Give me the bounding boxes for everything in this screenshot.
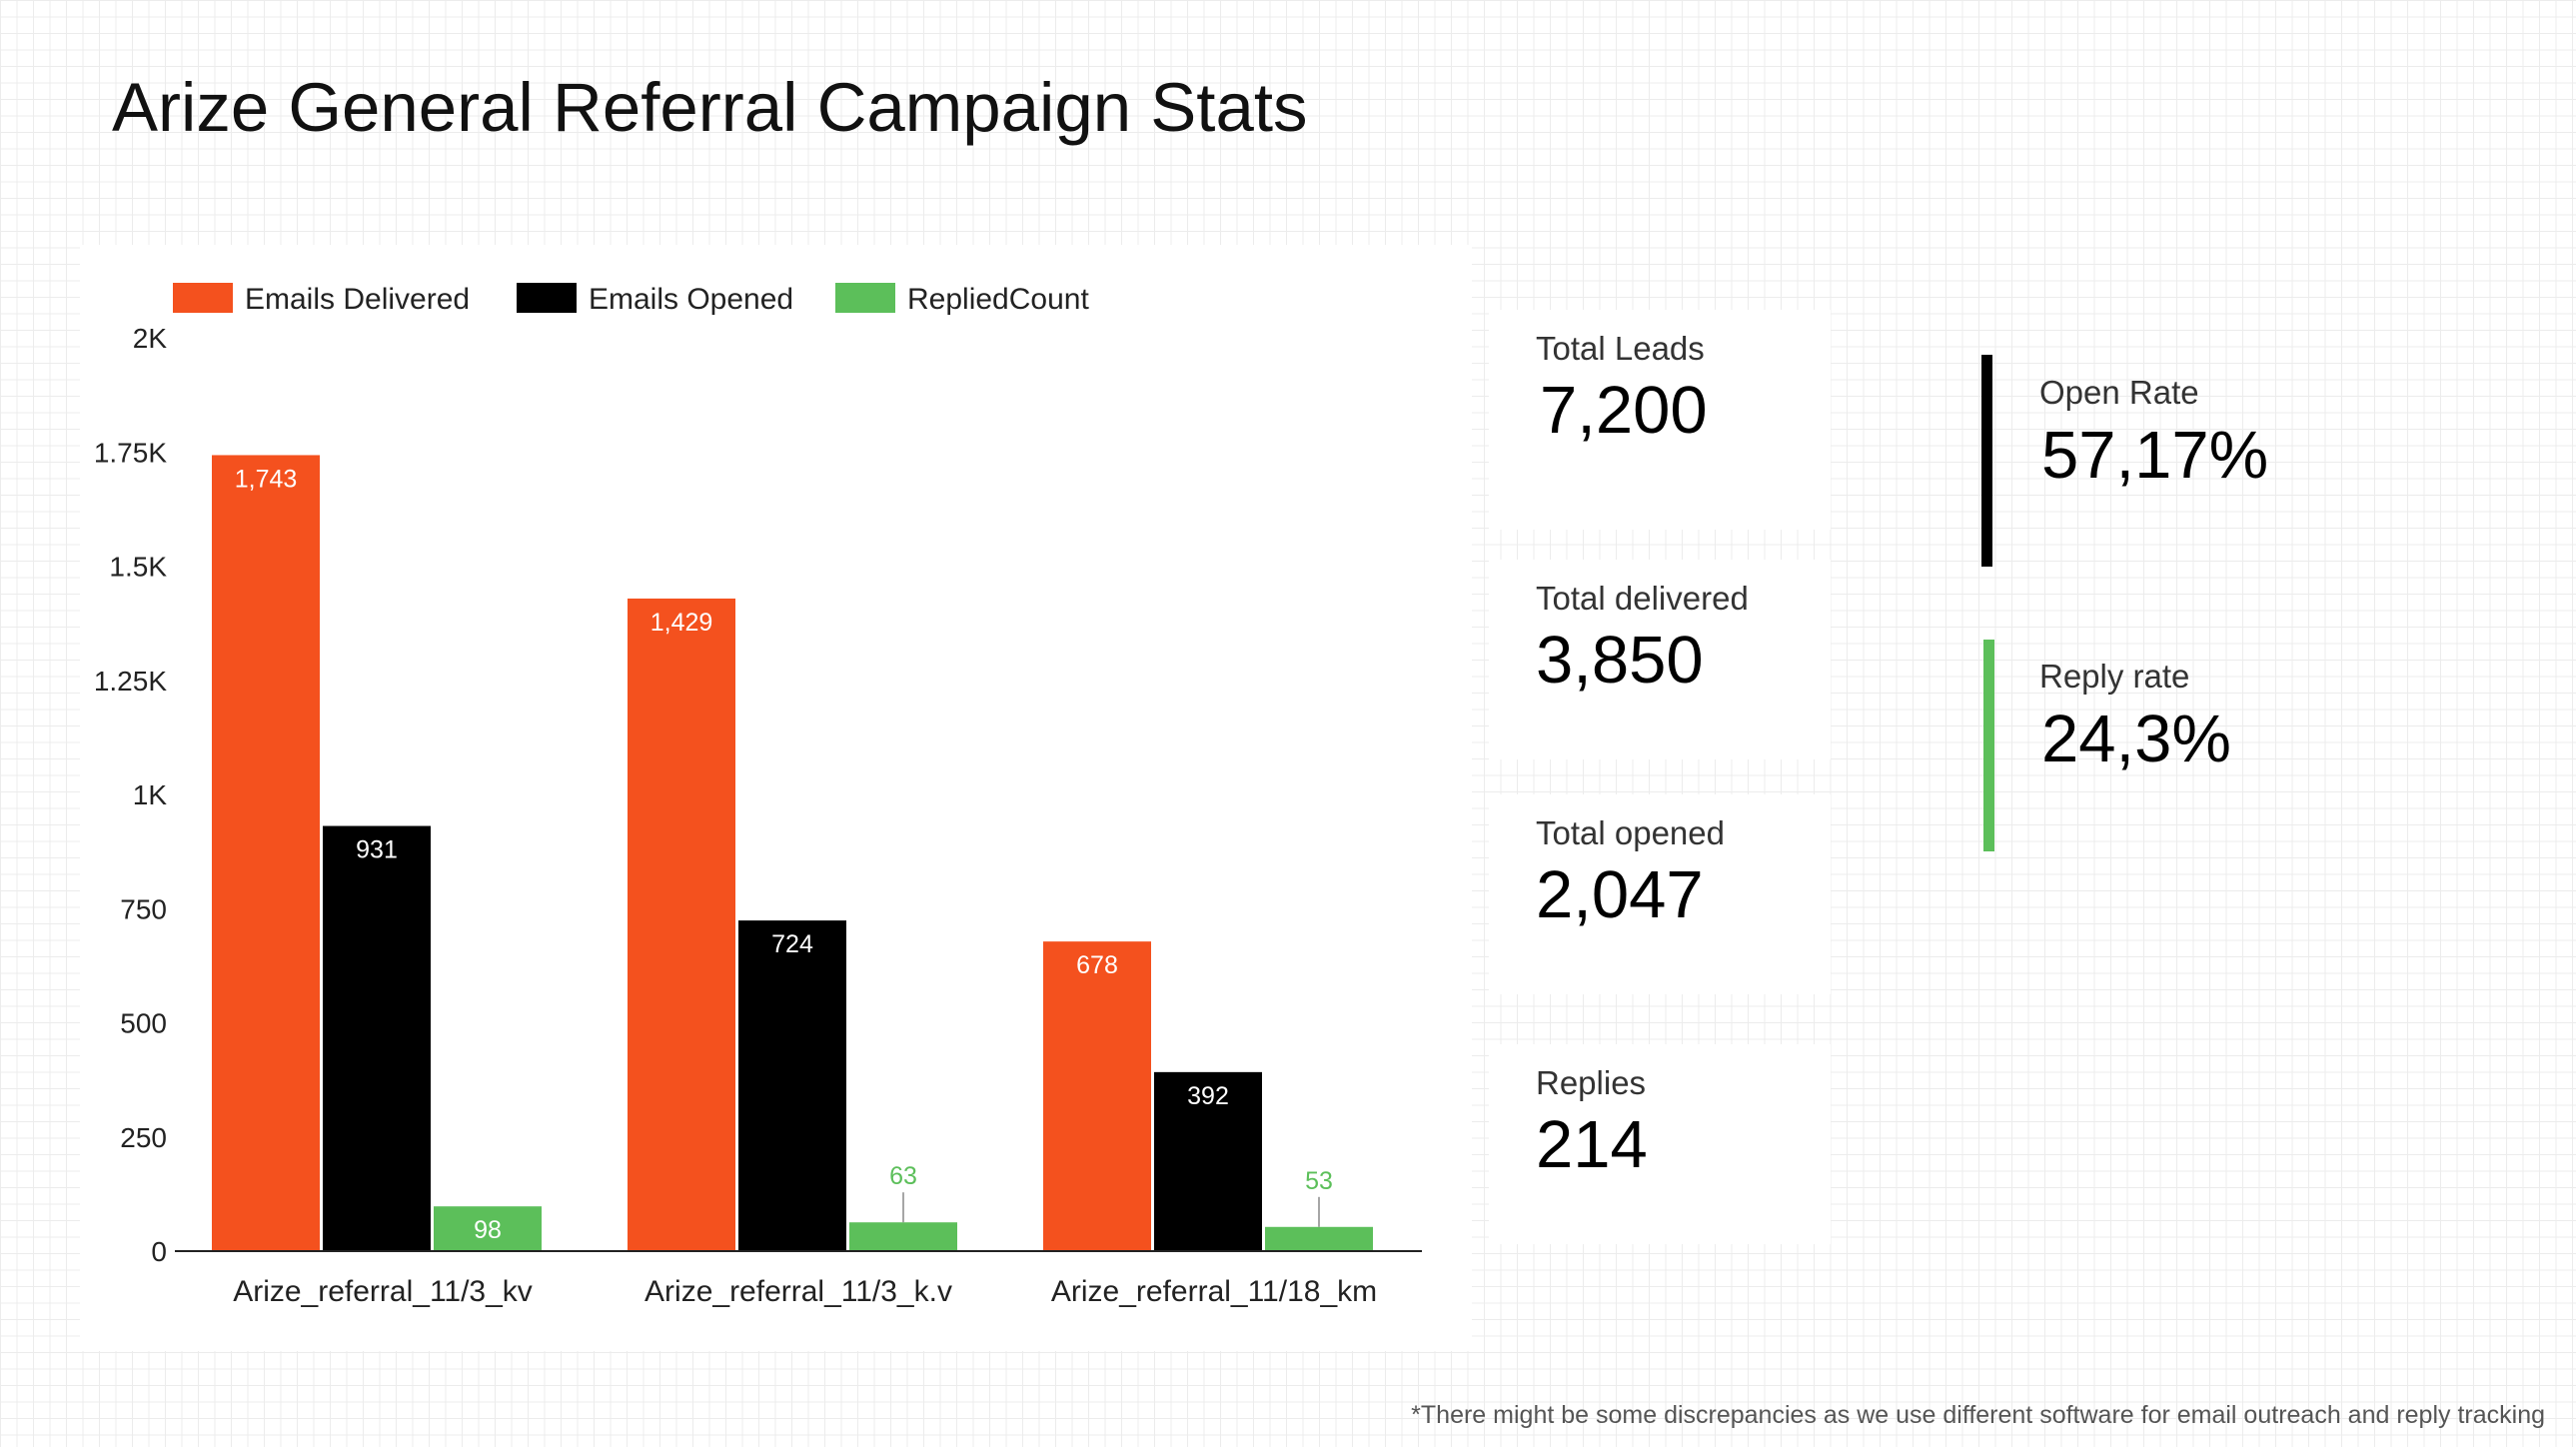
bar [738, 920, 846, 1251]
bar [1265, 1226, 1373, 1251]
legend-label-1: Emails Delivered [245, 283, 470, 316]
bar [434, 1206, 542, 1251]
bar-chart: Emails Delivered Emails Opened RepliedCoun… [94, 283, 1422, 1308]
data-label: 1,743 [235, 465, 298, 493]
bar [212, 455, 320, 1252]
reply-rate-label: Reply rate [2039, 658, 2190, 695]
y-tick-label: 250 [120, 1122, 167, 1153]
total-leads-label: Total Leads [1536, 330, 1705, 367]
y-tick-label: 2K [133, 323, 168, 354]
reply-rate-accent-bar [1983, 640, 1994, 851]
legend-label-3: RepliedCount [907, 283, 1089, 316]
legend-label-2: Emails Opened [589, 283, 793, 316]
data-label: 63 [889, 1162, 917, 1190]
x-tick-label: Arize_referral_11/18_km [1051, 1275, 1377, 1308]
x-tick-label: Arize_referral_11/3_k.v [644, 1275, 952, 1308]
replies-value: 214 [1536, 1107, 1648, 1182]
y-tick-label: 1.5K [109, 552, 167, 583]
total-leads-value: 7,200 [1540, 373, 1708, 448]
y-tick-label: 0 [151, 1236, 167, 1267]
open-rate-accent-bar [1981, 355, 1992, 567]
total-opened-label: Total opened [1536, 814, 1725, 851]
legend-swatch-2 [517, 283, 577, 313]
footnote: *There might be some discrepancies as we… [1411, 1401, 2545, 1429]
bar [323, 825, 431, 1251]
data-label: 678 [1076, 951, 1118, 979]
data-label: 53 [1305, 1167, 1333, 1195]
y-tick-label: 1.75K [94, 437, 167, 468]
total-delivered-value: 3,850 [1536, 623, 1704, 698]
data-label: 392 [1187, 1082, 1229, 1110]
legend-swatch-1 [173, 283, 233, 313]
replies-card: Replies 214 [1489, 1044, 1831, 1244]
bar [849, 1222, 957, 1251]
total-delivered-label: Total delivered [1536, 580, 1749, 617]
data-label: 1,429 [650, 609, 713, 637]
total-leads-card: Total Leads 7,200 [1489, 310, 1831, 530]
data-label: 724 [771, 930, 813, 958]
y-tick-label: 1.25K [94, 666, 167, 697]
bar [1154, 1071, 1262, 1251]
replies-label: Replies [1536, 1064, 1647, 1101]
page-title: Arize General Referral Campaign Stats [112, 69, 1308, 146]
y-tick-label: 750 [120, 893, 167, 924]
total-delivered-card: Total delivered 3,850 [1489, 560, 1831, 759]
bar [628, 598, 735, 1251]
legend-swatch-3 [835, 283, 895, 313]
data-label: 931 [356, 836, 398, 864]
bar [1043, 941, 1151, 1251]
data-label: 98 [474, 1216, 502, 1244]
y-tick-label: 500 [120, 1008, 167, 1039]
y-tick-label: 1K [133, 779, 168, 810]
total-opened-card: Total opened 2,047 [1489, 794, 1831, 994]
total-opened-value: 2,047 [1536, 857, 1704, 932]
x-tick-label: Arize_referral_11/3_kv [233, 1275, 533, 1308]
bar-chart-card: Emails Delivered Emails Opened RepliedCoun… [80, 245, 1472, 1351]
open-rate-label: Open Rate [2039, 374, 2199, 411]
open-rate-value: 57,17% [2041, 418, 2269, 493]
reply-rate-value: 24,3% [2041, 702, 2231, 776]
